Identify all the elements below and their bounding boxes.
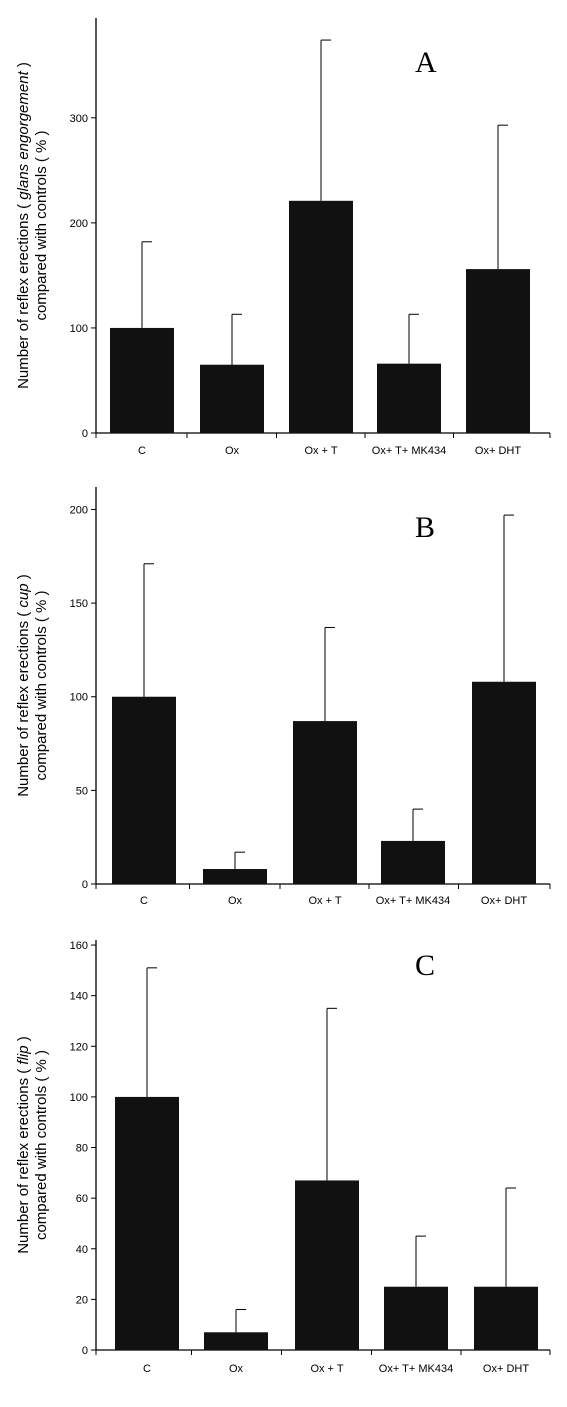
category-label: Ox + T	[308, 895, 341, 907]
y-tick-label: 160	[70, 940, 88, 952]
bar	[200, 364, 264, 433]
y-tick-label: 200	[70, 504, 88, 516]
category-label: Ox + T	[304, 445, 337, 457]
bar	[466, 269, 530, 433]
bar	[381, 840, 445, 884]
bar	[110, 327, 174, 433]
y-axis-label: Number of reflex erections ( glans engor…	[15, 62, 50, 389]
category-label: Ox	[228, 895, 243, 907]
category-label: Ox+ T+ MK434	[372, 445, 446, 457]
y-tick-label: 0	[82, 879, 88, 891]
y-tick-label: 20	[76, 1294, 88, 1306]
y-tick-label: 300	[70, 113, 88, 125]
y-tick-label: 100	[70, 692, 88, 704]
category-label: Ox	[229, 1363, 244, 1375]
bar	[384, 1286, 448, 1350]
category-label: Ox+ T+ MK434	[376, 895, 450, 907]
category-label: Ox+ T+ MK434	[379, 1363, 453, 1375]
y-axis-label-line: Number of reflex erections ( cup )	[15, 574, 32, 797]
y-axis-label-line: Number of reflex erections ( flip )	[15, 1036, 32, 1254]
bar	[293, 721, 357, 884]
category-label: C	[143, 1363, 151, 1375]
y-axis-label: Number of reflex erections ( cup )compar…	[15, 574, 50, 797]
category-label: Ox + T	[310, 1363, 343, 1375]
bar	[112, 696, 176, 884]
bar	[289, 200, 353, 433]
chart-panel-c: 0 20 40 60 80 100 120 140 160 C Ox Ox + T Ox+ T+ MK4…	[15, 940, 551, 1375]
category-label: C	[138, 445, 146, 457]
y-tick-label: 200	[70, 218, 88, 230]
y-axis-label-line: Number of reflex erections ( glans engor…	[15, 62, 32, 389]
y-axis-label-line: compared with controls ( % )	[33, 590, 50, 780]
y-tick-label: 0	[82, 428, 88, 440]
y-tick-label: 50	[76, 785, 88, 797]
y-tick-label: 100	[70, 1092, 88, 1104]
y-tick-label: 40	[76, 1244, 88, 1256]
category-label: C	[140, 895, 148, 907]
y-axis-label: Number of reflex erections ( flip )compa…	[15, 1036, 50, 1254]
bar	[204, 1332, 268, 1350]
category-label: Ox+ DHT	[481, 895, 527, 907]
panel-letter: C	[415, 949, 435, 982]
bar	[203, 869, 267, 884]
bar	[295, 1180, 359, 1350]
y-tick-label: 60	[76, 1193, 88, 1205]
category-label: Ox+ DHT	[483, 1363, 529, 1375]
y-axis-label-line: compared with controls ( % )	[33, 1050, 50, 1240]
y-axis-label-line: compared with controls ( % )	[33, 130, 50, 320]
y-tick-label: 120	[70, 1041, 88, 1053]
panel-letter: A	[415, 46, 437, 79]
y-tick-label: 150	[70, 598, 88, 610]
bar	[474, 1286, 538, 1350]
y-tick-label: 140	[70, 991, 88, 1003]
bar	[377, 363, 441, 433]
chart-panel-b: 0 50 100 150 200 C Ox Ox + T Ox+ T+ MK434 Ox+ DHT…	[15, 487, 551, 907]
y-tick-label: 100	[70, 323, 88, 335]
panel-letter: B	[415, 511, 435, 544]
bar	[115, 1096, 179, 1350]
bar	[472, 681, 536, 884]
category-label: Ox+ DHT	[475, 445, 521, 457]
chart-panel-a: 0 100 200 300 C Ox Ox + T Ox+ T+ MK434 Ox+ DHT A N…	[15, 18, 551, 457]
category-label: Ox	[225, 445, 240, 457]
y-tick-label: 0	[82, 1345, 88, 1357]
y-tick-label: 80	[76, 1143, 88, 1155]
